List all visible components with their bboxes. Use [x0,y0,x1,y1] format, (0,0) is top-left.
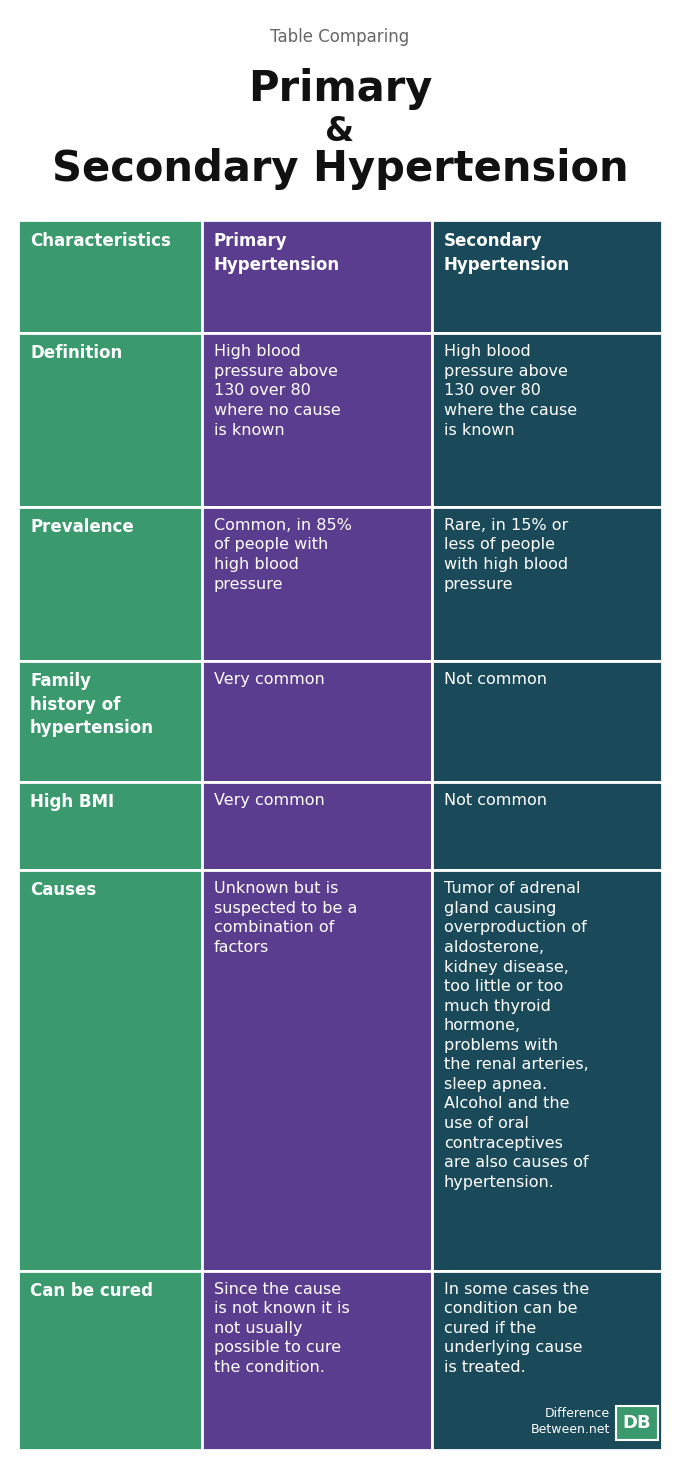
Text: Secondary Hypertension: Secondary Hypertension [52,148,628,190]
Text: High BMI: High BMI [30,793,114,810]
Text: Primary: Primary [248,68,432,111]
Text: High blood
pressure above
130 over 80
where the cause
is known: High blood pressure above 130 over 80 wh… [444,344,577,437]
Bar [201,1271,432,1449]
Text: Unknown but is
suspected to be a
combination of
factors: Unknown but is suspected to be a combina… [214,881,357,955]
Bar [432,782,662,871]
Text: Table Comparing: Table Comparing [271,28,409,46]
Text: Primary
Hypertension: Primary Hypertension [214,232,340,273]
Bar [432,871,662,1271]
Text: Very common: Very common [214,673,324,688]
Bar [432,220,662,334]
Text: Not common: Not common [444,793,547,807]
Text: Tumor of adrenal
gland causing
overproduction of
aldosterone,
kidney disease,
to: Tumor of adrenal gland causing overprodu… [444,881,588,1190]
Bar [201,661,432,782]
Text: Definition: Definition [30,344,122,362]
Text: Difference
Between.net: Difference Between.net [530,1407,610,1436]
Bar [201,220,432,334]
Text: DB: DB [623,1414,651,1432]
Bar [18,782,201,871]
Text: Not common: Not common [444,673,547,688]
Bar [201,506,432,661]
Text: Causes: Causes [30,881,97,899]
Bar [18,220,201,334]
Bar [18,334,201,506]
Bar [18,1271,201,1449]
Bar [201,782,432,871]
Text: Rare, in 15% or
less of people
with high blood
pressure: Rare, in 15% or less of people with high… [444,518,568,592]
Bar [616,1407,658,1441]
Bar [432,506,662,661]
Text: &: & [326,115,354,148]
Bar [201,871,432,1271]
Bar [432,661,662,782]
Text: Can be cured: Can be cured [30,1281,153,1299]
Text: High blood
pressure above
130 over 80
where no cause
is known: High blood pressure above 130 over 80 wh… [214,344,340,437]
Text: Secondary
Hypertension: Secondary Hypertension [444,232,570,273]
Bar [432,1271,662,1449]
Text: Characteristics: Characteristics [30,232,171,249]
Bar [18,506,201,661]
Text: Very common: Very common [214,793,324,807]
Bar [432,334,662,506]
Text: Common, in 85%
of people with
high blood
pressure: Common, in 85% of people with high blood… [214,518,352,592]
Text: Family
history of
hypertension: Family history of hypertension [30,673,154,737]
Text: In some cases the
condition can be
cured if the
underlying cause
is treated.: In some cases the condition can be cured… [444,1281,589,1374]
Text: Prevalence: Prevalence [30,518,134,536]
Bar [201,334,432,506]
Text: Since the cause
is not known it is
not usually
possible to cure
the condition.: Since the cause is not known it is not u… [214,1281,350,1374]
Bar [18,871,201,1271]
Bar [18,661,201,782]
